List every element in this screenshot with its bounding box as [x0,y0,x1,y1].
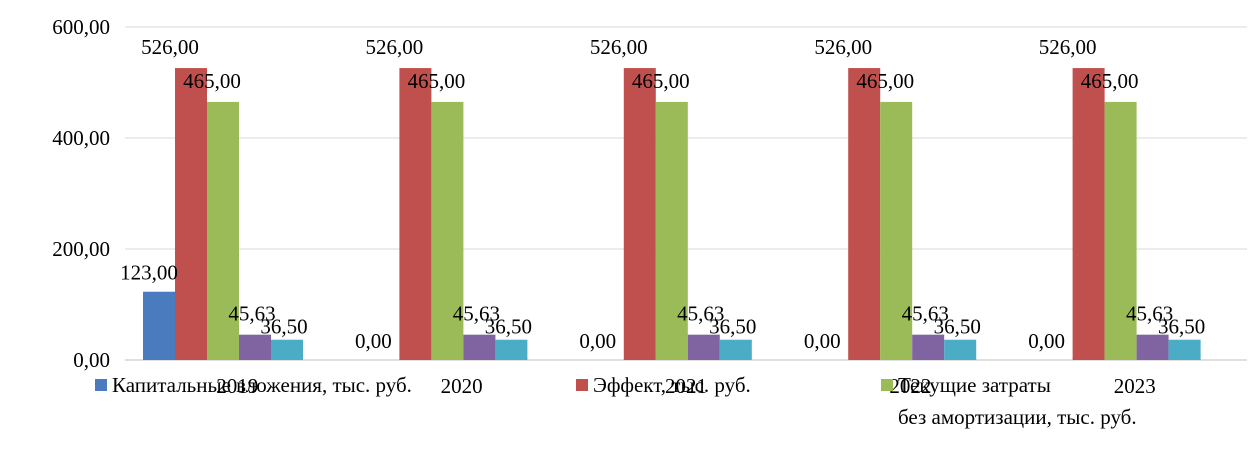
data-label: 36,50 [485,315,532,339]
data-label: 465,00 [183,69,241,93]
bar [880,101,913,361]
x-axis: 2019 2020 2021 2022 2023 [216,374,1156,398]
bar [239,334,271,360]
bar [848,68,881,360]
y-tick-label: 0,00 [73,348,110,372]
y-tick-label: 200,00 [52,237,110,261]
data-label: 36,50 [1158,315,1205,339]
data-label: 45,63 [453,302,500,326]
bar [175,68,207,360]
bar [719,339,752,360]
data-label: 36,50 [709,315,756,339]
data-label: 45,63 [677,302,724,326]
data-label: 45,63 [902,302,949,326]
data-label: 36,50 [260,315,307,339]
x-tick-label: 2019 [216,374,258,398]
bar [912,334,945,360]
data-label: 0,00 [804,329,841,353]
bar [623,68,656,360]
bar [143,291,175,360]
data-label: 526,00 [814,35,872,59]
bar [944,339,977,360]
data-label: 526,00 [1039,35,1097,59]
data-label: 45,63 [228,302,275,326]
x-tick-label: 2023 [1114,374,1156,398]
data-label: 123,00 [120,261,178,285]
data-label: 45,63 [1126,302,1173,326]
x-tick-label: 2022 [889,374,931,398]
bar [1072,68,1105,360]
bar [1136,334,1169,360]
x-tick-label: 2021 [665,374,707,398]
bar [431,101,464,361]
bar [1168,339,1201,360]
bar [1104,101,1137,361]
data-label: 526,00 [590,35,648,59]
y-axis: 0,00 200,00 400,00 600,00 [52,15,110,372]
bar [655,101,688,361]
x-tick-label: 2020 [441,374,483,398]
data-label: 465,00 [1081,69,1139,93]
data-label: 0,00 [579,329,616,353]
data-label: 465,00 [632,69,690,93]
y-tick-label: 600,00 [52,15,110,39]
bar [207,101,239,361]
y-tick-label: 400,00 [52,126,110,150]
bars [143,68,1201,361]
data-label: 465,00 [856,69,914,93]
data-label: 465,00 [408,69,466,93]
data-label: 36,50 [934,315,981,339]
data-label: 526,00 [141,35,199,59]
bar [495,339,528,360]
bar [271,339,303,360]
bar [399,68,432,360]
data-label: 526,00 [366,35,424,59]
bar [463,334,496,360]
data-labels: 123,00526,00465,0045,6336,500,00526,0046… [120,35,1205,353]
bar [687,334,720,360]
data-label: 0,00 [355,329,392,353]
data-label: 0,00 [1028,329,1065,353]
